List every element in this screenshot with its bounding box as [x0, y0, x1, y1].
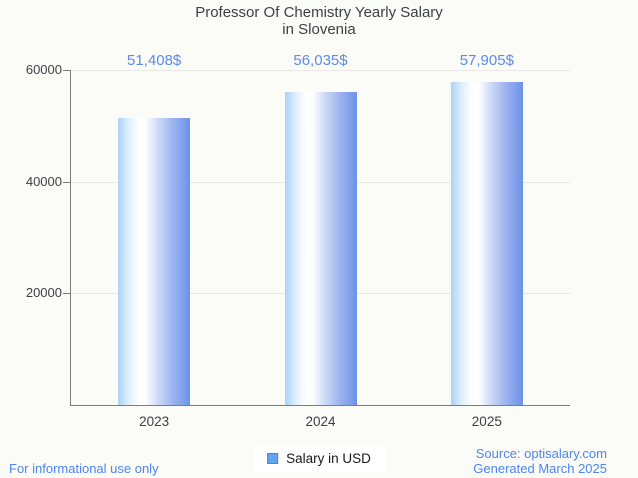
disclaimer-text: For informational use only: [9, 461, 159, 476]
bar-2024: [284, 92, 357, 405]
x-axis-line: [70, 405, 570, 406]
bar-2023: [118, 117, 191, 405]
y-axis-tick: [63, 293, 70, 295]
y-axis-label: 60000: [25, 62, 62, 77]
bar-value-label: 51,408$: [127, 52, 182, 69]
bar-value-label: 57,905$: [459, 52, 514, 69]
source-attribution: Source: optisalary.com Generated March 2…: [473, 446, 607, 476]
x-axis-label: 2025: [471, 414, 502, 429]
y-axis-label: 20000: [25, 285, 62, 301]
legend: Salary in USD: [253, 445, 385, 472]
bar-2025: [450, 81, 523, 405]
legend-swatch-icon: [267, 453, 279, 464]
chart-title-line2: in Slovenia: [282, 21, 356, 38]
source-line: Source: optisalary.com: [475, 446, 607, 461]
bar-value-label: 56,035$: [293, 52, 348, 69]
y-axis-tick: [63, 181, 70, 183]
x-axis-label: 2023: [139, 414, 170, 429]
generated-line: Generated March 2025: [473, 461, 607, 476]
y-axis-line: [70, 70, 71, 405]
gridline: [71, 70, 570, 71]
chart-title-line1: Professor Of Chemistry Yearly Salary: [195, 4, 443, 21]
x-axis-label: 2024: [305, 414, 336, 429]
legend-label: Salary in USD: [286, 451, 371, 466]
y-axis-label: 40000: [25, 173, 62, 189]
chart-title: Professor Of Chemistry Yearly Salary in …: [0, 4, 638, 38]
y-axis-tick: [63, 70, 70, 71]
